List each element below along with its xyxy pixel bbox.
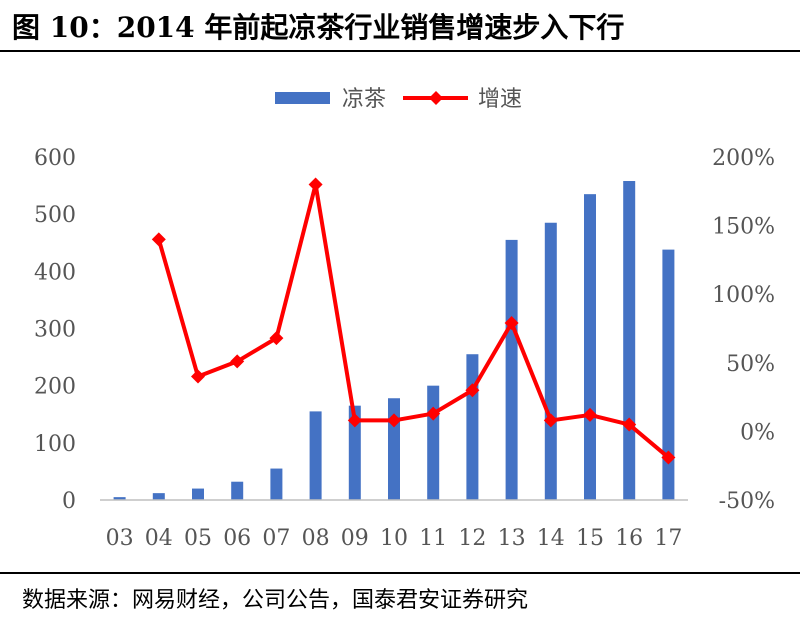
bar-series — [113, 181, 675, 501]
x-tick-label-17: 17 — [654, 526, 682, 551]
right-axis: -50% 0% 50% 100% 150% 200% — [712, 146, 775, 514]
growth-point-15 — [583, 407, 597, 422]
growth-point-08 — [308, 177, 323, 192]
x-tick-label-08: 08 — [302, 526, 330, 551]
bar-16 — [623, 181, 636, 500]
growth-point-16 — [622, 417, 637, 432]
left-tick-label-600: 600 — [34, 146, 76, 171]
x-tick-label-14: 14 — [537, 526, 565, 551]
bar-12 — [466, 354, 479, 500]
growth-point-07 — [269, 331, 284, 346]
bar-08 — [309, 411, 322, 500]
source-rule — [0, 572, 800, 574]
x-tick-label-10: 10 — [380, 526, 408, 551]
bar-17 — [662, 249, 675, 500]
x-tick-label-12: 12 — [458, 526, 486, 551]
legend-line-marker — [429, 91, 443, 105]
line-series — [151, 177, 676, 465]
legend: 凉茶 增速 — [275, 87, 522, 112]
growth-point-11 — [426, 406, 441, 421]
x-tick-label-03: 03 — [106, 526, 134, 551]
x-axis: 03 04 05 06 07 08 09 10 11 12 13 14 15 16 17 — [100, 499, 688, 551]
growth-point-09 — [347, 413, 362, 428]
right-tick-label-3: 100% — [712, 283, 775, 308]
growth-point-10 — [387, 413, 401, 428]
growth-point-14 — [543, 413, 558, 428]
x-tick-label-15: 15 — [576, 526, 604, 551]
left-tick-label-200: 200 — [34, 375, 76, 400]
growth-point-06 — [230, 354, 245, 369]
x-tick-label-11: 11 — [419, 526, 447, 551]
legend-line-label: 增速 — [478, 87, 522, 112]
left-tick-label-100: 100 — [34, 432, 76, 457]
legend-bar-swatch — [275, 92, 330, 104]
x-tick-label-16: 16 — [615, 526, 643, 551]
bar-13 — [505, 239, 518, 500]
left-tick-label-300: 300 — [34, 318, 76, 343]
x-tick-label-09: 09 — [341, 526, 369, 551]
x-tick-label-05: 05 — [184, 526, 212, 551]
right-tick-label-2: 50% — [726, 352, 775, 377]
right-tick-label-1: 0% — [740, 420, 775, 445]
title-rule — [0, 50, 800, 52]
growth-line — [156, 182, 670, 459]
legend-bar-label: 凉茶 — [342, 87, 386, 112]
growth-point-17 — [661, 450, 676, 465]
right-tick-label-0: -50% — [719, 489, 775, 514]
x-tick-label-13: 13 — [498, 526, 526, 551]
x-tick-label-06: 06 — [223, 526, 251, 551]
bar-09 — [348, 405, 361, 500]
bar-14 — [544, 222, 557, 500]
growth-point-12 — [465, 383, 480, 398]
x-tick-label-07: 07 — [262, 526, 290, 551]
chart-title: 图 10：2014 年前起凉茶行业销售增速步入下行 — [12, 11, 625, 44]
growth-point-05 — [191, 369, 205, 384]
left-tick-label-0: 0 — [62, 489, 76, 514]
right-tick-label-5: 200% — [712, 146, 775, 171]
left-tick-label-500: 500 — [34, 203, 76, 228]
bar-05 — [192, 488, 204, 500]
bar-06 — [231, 481, 244, 500]
left-axis: 0 100 200 300 400 500 600 — [34, 146, 76, 514]
bar-04 — [152, 493, 165, 500]
bar-15 — [584, 194, 596, 501]
bar-03 — [113, 497, 126, 500]
growth-point-04 — [151, 232, 166, 247]
right-tick-label-4: 150% — [712, 215, 775, 240]
source-note: 数据来源：网易财经，公司公告，国泰君安证券研究 — [22, 588, 529, 613]
left-tick-label-400: 400 — [34, 260, 76, 285]
x-tick-label-04: 04 — [145, 526, 173, 551]
growth-point-13 — [504, 316, 519, 331]
bar-07 — [270, 468, 283, 500]
bar-11 — [427, 385, 440, 500]
